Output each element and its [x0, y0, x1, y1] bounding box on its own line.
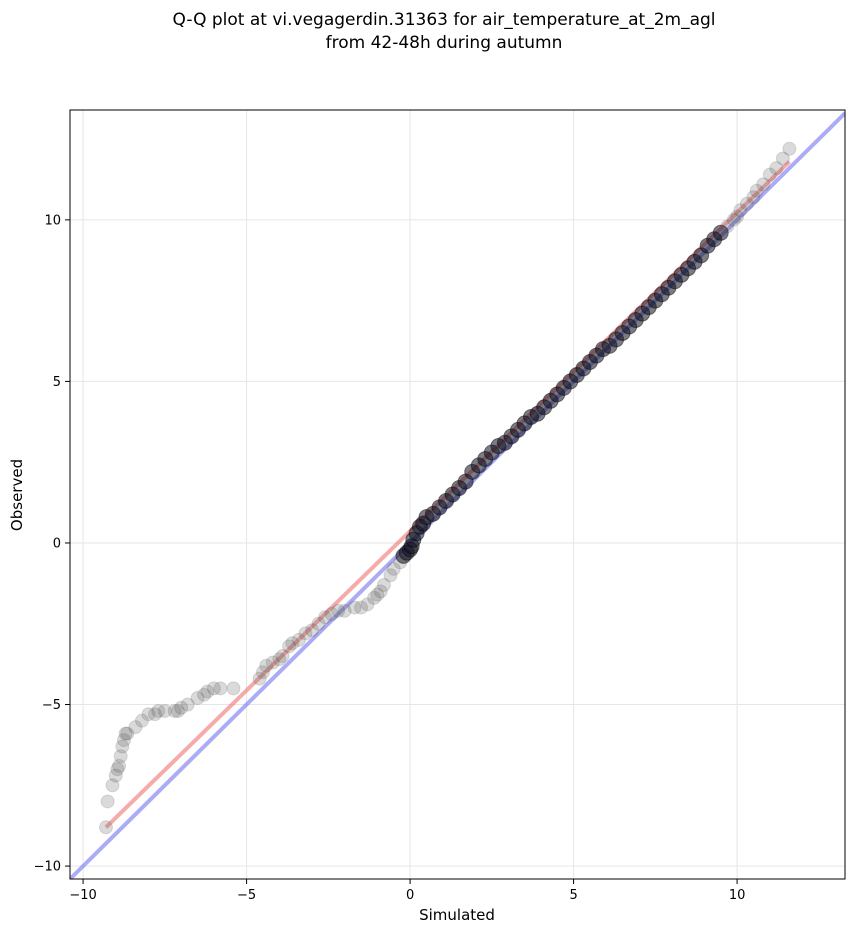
qq-point: [151, 703, 166, 718]
qq-point: [148, 707, 163, 722]
qq-point: [373, 584, 388, 599]
qq-point: [749, 183, 764, 198]
qq-point: [259, 658, 274, 673]
x-tick-label: 5: [569, 888, 577, 903]
qq-point: [304, 623, 319, 638]
qq-point: [255, 665, 270, 680]
plot-frame: [69, 109, 846, 880]
qq-point: [112, 758, 127, 773]
qq-point: [782, 141, 797, 156]
qq-point: [118, 726, 133, 741]
x-tick-label: 10: [729, 888, 746, 903]
qq-point: [370, 587, 385, 602]
qq-point: [197, 687, 212, 702]
qq-point: [282, 639, 297, 654]
y-tick-label: 0: [53, 536, 61, 551]
qq-point: [376, 577, 391, 592]
y-tick-label: 5: [53, 375, 61, 390]
qq-point: [354, 600, 369, 615]
qq-point: [206, 681, 221, 696]
qq-point: [190, 691, 205, 706]
qq-point: [285, 636, 300, 651]
x-tick-label: −5: [237, 888, 256, 903]
qq-point: [337, 603, 352, 618]
qq-point: [128, 720, 143, 735]
qq-point: [275, 649, 290, 664]
chart-title-line-2: from 42-48h during autumn: [326, 33, 563, 53]
quantile-points: [98, 141, 797, 835]
qq-point: [291, 632, 306, 647]
qq-point: [116, 733, 131, 748]
qq-point: [746, 190, 761, 205]
qq-point: [775, 151, 790, 166]
chart-title-line-1: Q-Q plot at vi.vegagerdin.31363 for air_…: [172, 10, 715, 30]
qq-point: [113, 749, 128, 764]
y-tick-label: −5: [42, 698, 61, 713]
qq-point: [170, 703, 185, 718]
qq-point: [174, 700, 189, 715]
qq-point: [298, 626, 313, 641]
qq-point: [383, 568, 398, 583]
y-axis-ticks: −10 −5 0 5 10: [34, 213, 70, 875]
qq-point: [311, 616, 326, 631]
x-axis-ticks: −10 −5 0 5 10: [69, 879, 745, 903]
qq-point: [360, 597, 375, 612]
qq-point: [733, 203, 748, 218]
qq-point: [331, 603, 346, 618]
qq-point: [115, 739, 130, 754]
grid: [70, 110, 845, 879]
qq-point: [265, 655, 280, 670]
x-tick-label: 0: [406, 888, 414, 903]
qq-point: [226, 681, 241, 696]
qq-point: [272, 652, 287, 667]
qq-point: [200, 684, 215, 699]
qq-point: [726, 212, 741, 227]
qq-point: [318, 610, 333, 625]
qq-point: [120, 726, 135, 741]
qq-point: [730, 209, 745, 224]
x-axis-label: Simulated: [419, 906, 495, 924]
qq-point: [105, 778, 120, 793]
qq-point: [180, 697, 195, 712]
qq-point: [134, 713, 149, 728]
qq-point: [141, 707, 156, 722]
qq-point: [213, 681, 228, 696]
qq-point: [167, 703, 182, 718]
qq-point: [762, 167, 777, 182]
qq-point: [712, 224, 729, 241]
qq-point: [252, 671, 267, 686]
qq-point: [720, 219, 735, 234]
x-tick-label: −10: [69, 888, 96, 903]
qq-point: [367, 590, 382, 605]
qq-point: [324, 607, 339, 622]
qq-point: [98, 820, 113, 835]
qq-point: [756, 177, 771, 192]
qq-point: [347, 600, 362, 615]
qq-point: [100, 794, 115, 809]
y-tick-label: −10: [34, 860, 61, 875]
y-tick-label: 10: [44, 213, 61, 228]
qq-point: [386, 561, 401, 576]
qq-point: [739, 196, 754, 211]
qq-point: [110, 762, 125, 777]
y-axis-label: Observed: [8, 459, 26, 531]
qq-point: [157, 703, 172, 718]
qq-point: [108, 768, 123, 783]
qq-point: [769, 161, 784, 176]
